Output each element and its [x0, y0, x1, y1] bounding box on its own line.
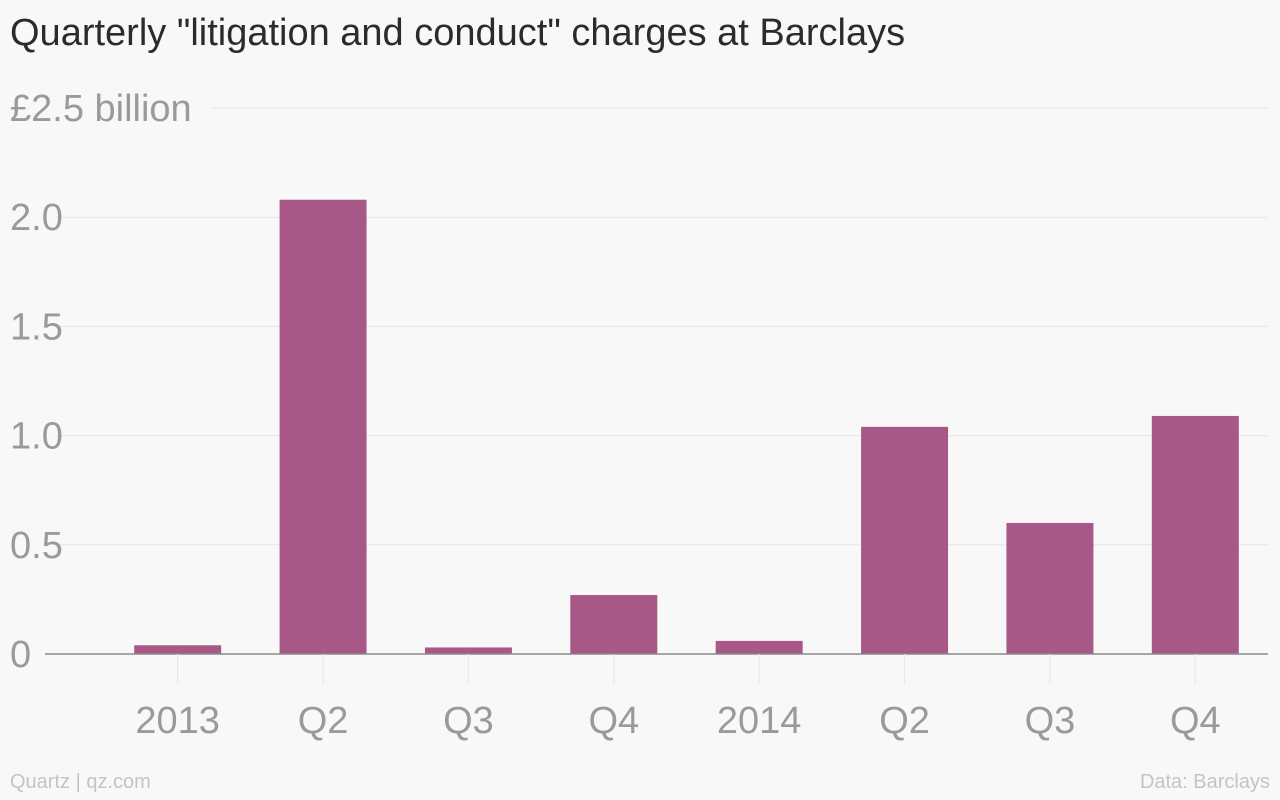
source-label: Data: Barclays: [1139, 771, 1270, 793]
x-tick-label: Q2: [298, 700, 349, 742]
y-tick-label: 0.5: [10, 525, 63, 567]
bar: [715, 640, 803, 654]
credit-label: Quartz | qz.com: [10, 771, 151, 793]
bar: [861, 426, 949, 654]
x-tick-label: 2014: [717, 700, 802, 742]
bar: [1151, 415, 1239, 654]
bar: [279, 199, 367, 654]
x-tick-label: Q3: [1025, 700, 1076, 742]
y-tick-label: 1.0: [10, 416, 63, 458]
y-tick-label: £2.5 billion: [10, 88, 192, 130]
y-tick-label: 1.5: [10, 306, 63, 348]
chart-title: Quarterly "litigation and conduct" charg…: [10, 12, 906, 54]
y-tick-label: 0: [10, 634, 31, 676]
x-tick-label: Q2: [879, 700, 930, 742]
bar: [134, 645, 222, 654]
x-tick-label: Q4: [1170, 700, 1221, 742]
x-tick-label: 2013: [135, 700, 220, 742]
bar: [570, 595, 658, 654]
y-tick-label: 2.0: [10, 197, 63, 239]
x-tick-label: Q3: [443, 700, 494, 742]
x-tick-label: Q4: [588, 700, 639, 742]
bar: [1006, 522, 1094, 654]
bar: [424, 647, 512, 654]
